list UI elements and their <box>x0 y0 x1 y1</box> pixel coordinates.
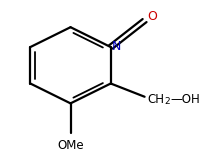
Text: N: N <box>112 40 121 53</box>
Text: CH: CH <box>148 93 165 106</box>
Text: OMe: OMe <box>57 139 84 152</box>
Text: 2: 2 <box>165 97 170 106</box>
Text: O: O <box>147 10 157 23</box>
Text: —OH: —OH <box>170 93 200 106</box>
